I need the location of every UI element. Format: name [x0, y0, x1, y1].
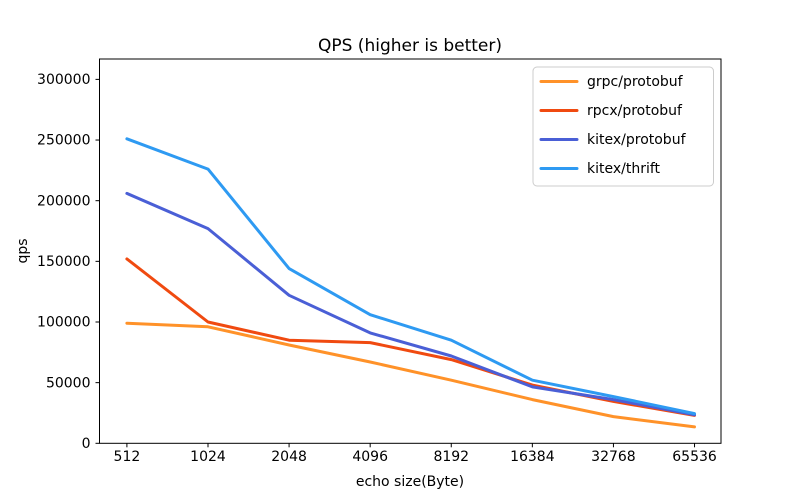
y-tick-label: 300000: [37, 72, 90, 88]
y-axis-ticks: 0 50000 100000 150000 200000 250000 300000: [37, 72, 100, 452]
series-line-rpcx-protobuf: [125, 257, 696, 417]
x-tick-label: 4096: [352, 449, 388, 465]
legend-item-kitex-thrift: kitex/thrift: [539, 161, 661, 177]
legend-item-rpcx-protobuf: rpcx/protobuf: [539, 103, 683, 119]
y-tick-label: 100000: [37, 315, 90, 331]
legend-item-grpc-protobuf: grpc/protobuf: [539, 74, 684, 90]
x-tick-label: 512: [114, 449, 141, 465]
plot-frame: [99, 58, 722, 444]
legend-label: rpcx/protobuf: [587, 103, 683, 119]
series-line-kitex-protobuf: [125, 191, 696, 417]
x-tick-label: 65536: [672, 449, 717, 465]
x-tick-label: 8192: [433, 449, 469, 465]
x-tick-label: 1024: [190, 449, 226, 465]
x-axis-label: echo size(Byte): [356, 474, 464, 490]
legend-label: kitex/protobuf: [587, 132, 687, 148]
series-line-kitex-thrift: [125, 137, 696, 416]
chart-title: QPS (higher is better): [318, 36, 502, 56]
legend: grpc/protobuf rpcx/protobuf kitex/protobuf…: [532, 66, 714, 187]
legend-label: kitex/thrift: [587, 161, 661, 177]
x-tick-label: 16384: [510, 449, 555, 465]
series-lines: [125, 137, 696, 429]
legend-item-kitex-protobuf: kitex/protobuf: [539, 132, 687, 148]
y-tick-label: 250000: [37, 133, 90, 149]
x-tick-label: 32768: [591, 449, 636, 465]
series-line-grpc-protobuf: [125, 321, 696, 429]
legend-label: grpc/protobuf: [587, 74, 684, 90]
y-axis-label: qps: [15, 238, 31, 263]
y-tick-label: 50000: [46, 375, 91, 391]
y-tick-label: 200000: [37, 193, 90, 209]
y-tick-label: 150000: [37, 254, 90, 270]
y-tick-label: 0: [82, 436, 91, 452]
legend-box: [532, 66, 714, 187]
x-axis-ticks: 512 1024 2048 4096 8192 16384 32768 65536: [114, 443, 717, 465]
x-tick-label: 2048: [271, 449, 307, 465]
